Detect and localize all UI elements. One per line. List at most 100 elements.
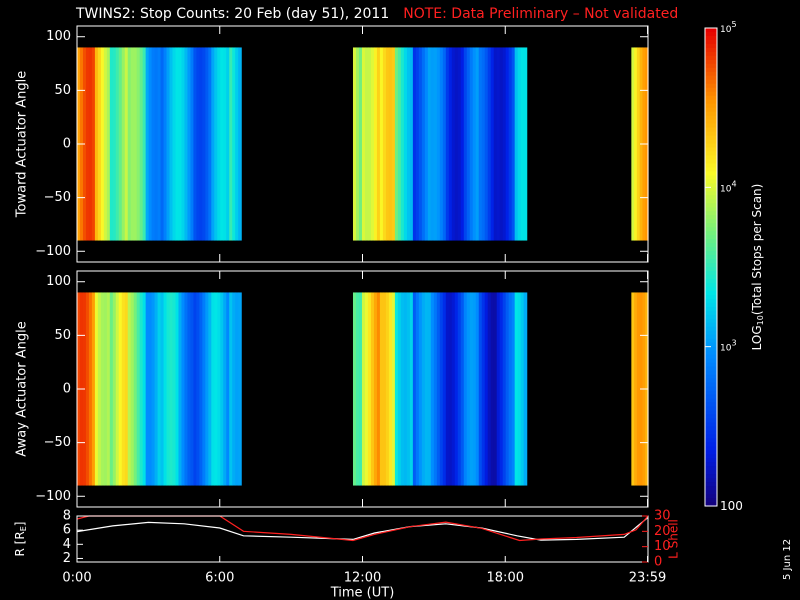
colorbar-step <box>705 322 717 328</box>
heatmap-cell <box>187 47 192 241</box>
heatmap-cell <box>472 292 477 486</box>
heatmap-cell <box>169 47 174 241</box>
colorbar-step <box>705 75 717 81</box>
heatmap-cell <box>139 292 144 486</box>
colorbar-step <box>705 374 717 380</box>
heatmap-cell <box>454 292 459 486</box>
heatmap-cell <box>238 292 242 486</box>
colorbar-step <box>705 314 717 320</box>
heatmap-cell <box>412 47 417 241</box>
heatmap-cell <box>133 292 138 486</box>
heatmap-cell <box>472 47 477 241</box>
heatmap-cell <box>175 47 180 241</box>
heatmap-cell <box>220 292 224 486</box>
heatmap-cell <box>409 292 414 486</box>
heatmap-cell <box>469 292 474 486</box>
heatmap-cell <box>418 292 423 486</box>
heatmap-cell <box>430 292 435 486</box>
heatmap-cell <box>520 292 525 486</box>
heatmap-cell <box>136 292 141 486</box>
heatmap-cell <box>502 47 507 241</box>
heatmap-cell <box>193 292 197 486</box>
heatmap-toward <box>77 47 649 241</box>
heatmap-cell <box>364 47 369 241</box>
colorbar-step <box>705 263 717 268</box>
y-tick-label: 2 <box>63 551 71 566</box>
colorbar-step <box>705 163 717 169</box>
heatmap-cell <box>184 47 189 241</box>
colorbar-step <box>705 183 717 188</box>
heatmap-cell <box>130 47 135 241</box>
heatmap-cell <box>205 47 209 241</box>
colorbar-step <box>705 147 717 153</box>
heatmap-cell <box>508 47 513 241</box>
colorbar-tick-label: 103 <box>720 339 737 354</box>
heatmap-cell <box>352 292 357 486</box>
y-tick-label: 8 <box>63 509 71 524</box>
heatmap-cell <box>94 292 99 486</box>
heatmap-cell <box>355 292 360 486</box>
heatmap-cell <box>115 47 120 241</box>
heatmap-cell <box>88 292 93 486</box>
chart-title: TWINS2: Stop Counts: 20 Feb (day 51), 20… <box>76 6 678 22</box>
colorbar-step <box>705 267 717 272</box>
heatmap-cell <box>199 47 203 241</box>
heatmap-cell <box>397 292 402 486</box>
label-part: (Total Stops per Scan) <box>750 184 764 315</box>
colorbar-step <box>705 103 717 109</box>
colorbar-step <box>705 306 717 312</box>
r-series-line <box>76 516 649 541</box>
heatmap-cell <box>493 292 498 486</box>
heatmap-cell <box>391 292 396 486</box>
colorbar-step <box>705 502 717 507</box>
heatmap-cell <box>382 47 387 241</box>
heatmap-cell <box>139 47 144 241</box>
colorbar-step <box>705 478 717 483</box>
y-axis-label-toward: Toward Actuator Angle <box>15 71 30 218</box>
heatmap-cell <box>214 292 218 486</box>
heatmap-cell <box>358 47 363 241</box>
heatmap-cell <box>109 292 114 486</box>
heatmap-cell <box>373 292 378 486</box>
heatmap-cell <box>181 47 186 241</box>
heatmap-cell <box>505 292 510 486</box>
colorbar-step <box>705 406 717 411</box>
label-part: E <box>19 526 28 531</box>
heatmap-away <box>77 292 649 486</box>
heatmap-cell <box>175 292 180 486</box>
colorbar-step <box>705 203 717 208</box>
colorbar-step <box>705 151 717 157</box>
colorbar-step <box>705 199 717 204</box>
colorbar-step <box>705 394 717 400</box>
y-tick-label: 0 <box>63 137 71 152</box>
heatmap-cell <box>190 292 194 486</box>
heatmap-cell <box>502 292 507 486</box>
heatmap-cell <box>636 47 641 241</box>
heatmap-cell <box>442 292 447 486</box>
y-tick-label: −50 <box>44 190 71 205</box>
heatmap-cell <box>394 47 399 241</box>
heatmap-cell <box>127 47 132 241</box>
colorbar-step <box>705 139 717 145</box>
heatmap-cell <box>424 47 429 241</box>
colorbar-step <box>705 358 717 364</box>
colorbar-step <box>705 247 717 252</box>
colorbar-step <box>705 370 717 376</box>
x-tick-label: 12:00 <box>344 571 381 586</box>
heatmap-cell <box>220 47 224 241</box>
heatmap-cell <box>445 47 450 241</box>
heatmap-cell <box>487 47 492 241</box>
colorbar-step <box>705 171 717 176</box>
label-part: ] <box>13 522 27 527</box>
heatmap-cell <box>457 47 462 241</box>
heatmap-cell <box>142 292 147 486</box>
heatmap-cell <box>469 47 474 241</box>
y-axis-label-away: Away Actuator Angle <box>15 321 30 456</box>
heatmap-cell <box>157 47 162 241</box>
heatmap-cell <box>124 47 129 241</box>
y-tick-label-right: 30 <box>654 509 671 524</box>
heatmap-cell <box>154 47 159 241</box>
label-part: R [R <box>13 531 27 556</box>
colorbar-step <box>705 43 717 49</box>
lshell-series-line <box>76 515 649 542</box>
